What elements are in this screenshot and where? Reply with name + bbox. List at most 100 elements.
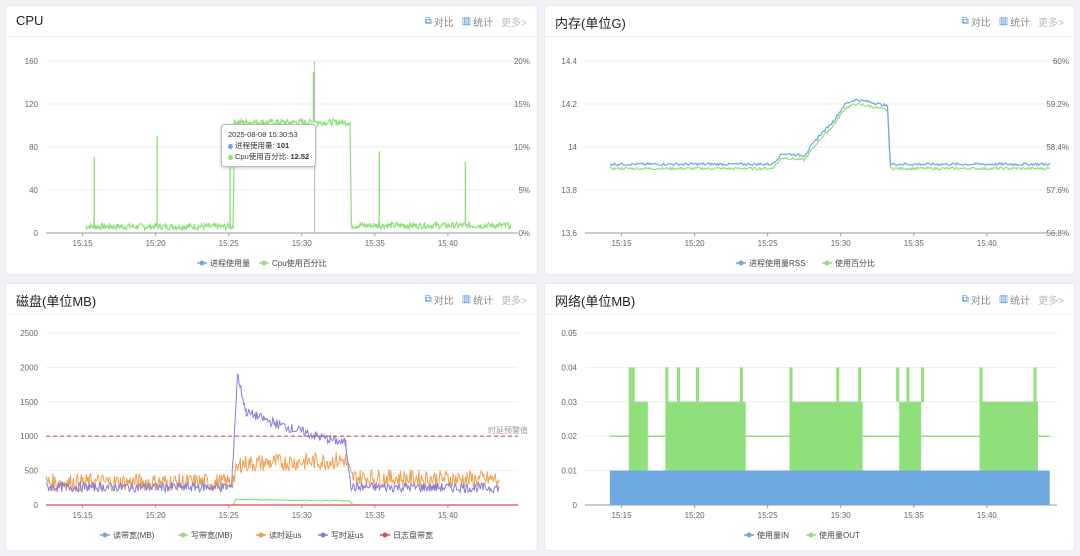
panel-header: 磁盘(单位MB) ⧉ 对比 ▥ 统计 更多> bbox=[6, 284, 537, 315]
y-tick-label: 2500 bbox=[20, 329, 38, 338]
out-spike bbox=[628, 367, 632, 402]
y-tick-label: 0.02 bbox=[561, 432, 577, 441]
y2-tick-label: 20% bbox=[514, 57, 530, 66]
x-tick-label: 15:35 bbox=[365, 239, 386, 248]
network-chart: 0 0.01 0.02 0.03 0.04 0.05 15:15 15:20 15:25 15:3… bbox=[561, 329, 1057, 540]
panel-actions: ⧉ 对比 ▥ 统计 更多> bbox=[962, 292, 1064, 307]
legend-dot bbox=[746, 532, 752, 538]
legend-label: 读带宽(MB) bbox=[113, 530, 155, 540]
compare-button[interactable]: ⧉ 对比 bbox=[961, 16, 991, 29]
y2-tick-label: 0% bbox=[518, 229, 530, 238]
x-tick-label: 15:20 bbox=[146, 511, 167, 520]
x-tick-label: 15:20 bbox=[685, 511, 706, 520]
compare-button[interactable]: ⧉ 对比 bbox=[424, 16, 454, 29]
stats-button[interactable]: ▥ 统计 bbox=[461, 16, 494, 29]
stats-button[interactable]: ▥ 统计 bbox=[998, 16, 1031, 29]
x-tick-label: 15:25 bbox=[758, 511, 779, 520]
y-tick-label: 40 bbox=[29, 186, 38, 195]
bar-chart-icon: ▥ bbox=[998, 16, 1009, 27]
legend-dot bbox=[258, 532, 264, 538]
panel-title: 磁盘(单位MB) bbox=[16, 294, 97, 309]
bar-chart-icon: ▥ bbox=[998, 294, 1009, 305]
x-tick-label: 15:25 bbox=[219, 511, 240, 520]
compare-icon: ⧉ bbox=[424, 294, 432, 305]
memory-chart: 13.6 13.8 14 14.2 14.4 56.8% 57.6% 58.4% 59.2% 60… bbox=[561, 57, 1069, 268]
legend-label: 日志盘带宽 bbox=[393, 530, 433, 540]
stats-button[interactable]: ▥ 统计 bbox=[998, 294, 1031, 307]
more-button[interactable]: 更多> bbox=[1038, 296, 1064, 307]
y-tick-label: 0.05 bbox=[561, 329, 577, 338]
out-spike bbox=[696, 367, 700, 402]
panel-header: 内存(单位G) ⧉ 对比 ▥ 统计 更多> bbox=[545, 6, 1074, 37]
y2-tick-label: 15% bbox=[514, 100, 530, 109]
legend-dot bbox=[102, 532, 108, 538]
legend-label: 写时延us bbox=[331, 530, 363, 540]
out-spike bbox=[739, 367, 743, 402]
legend-label: 写带宽(MB) bbox=[191, 530, 233, 540]
legend-dot bbox=[261, 260, 267, 266]
y-tick-label: 500 bbox=[25, 467, 39, 476]
x-tick-label: 15:20 bbox=[146, 239, 167, 248]
y2-tick-label: 5% bbox=[518, 186, 530, 195]
y2-tick-label: 58.4% bbox=[1046, 143, 1069, 152]
disk-chart: 0 500 1000 1500 2000 2500 15:15 15:20 15:25 15:30… bbox=[20, 329, 528, 540]
more-button[interactable]: 更多> bbox=[1038, 18, 1064, 29]
more-button[interactable]: 更多> bbox=[501, 296, 527, 307]
compare-icon: ⧉ bbox=[961, 16, 969, 27]
mem-rss-line bbox=[609, 98, 1051, 167]
y-tick-label: 13.8 bbox=[561, 186, 577, 195]
out-spike bbox=[1033, 367, 1037, 402]
legend-label: 使用量IN bbox=[757, 530, 789, 540]
y-tick-label: 0.03 bbox=[561, 398, 577, 407]
panel-actions: ⧉ 对比 ▥ 统计 更多> bbox=[425, 292, 527, 307]
panel-title: 内存(单位G) bbox=[555, 16, 626, 31]
panel-header: CPU ⧉ 对比 ▥ 统计 更多> bbox=[6, 6, 537, 37]
legend-dot bbox=[199, 260, 205, 266]
compare-button[interactable]: ⧉ 对比 bbox=[424, 294, 454, 307]
x-tick-label: 15:20 bbox=[685, 239, 706, 248]
y2-tick-label: 57.6% bbox=[1046, 186, 1069, 195]
cpu-panel: CPU ⧉ 对比 ▥ 统计 更多> 0 40 80 120 160 0% 5% 10% 15% 20%… bbox=[5, 5, 538, 275]
legend-label: Cpu使用百分比 bbox=[272, 258, 327, 268]
out-spike bbox=[921, 367, 925, 402]
compare-icon: ⧉ bbox=[424, 16, 432, 27]
bar-chart-icon: ▥ bbox=[461, 16, 472, 27]
stats-button[interactable]: ▥ 统计 bbox=[461, 294, 494, 307]
panel-title: CPU bbox=[16, 13, 44, 28]
x-tick-label: 15:40 bbox=[438, 511, 459, 520]
x-tick-label: 15:35 bbox=[904, 511, 925, 520]
y-tick-label: 120 bbox=[25, 100, 39, 109]
y-tick-label: 14.2 bbox=[561, 100, 577, 109]
y-tick-label: 14.4 bbox=[561, 57, 577, 66]
y-tick-label: 0.04 bbox=[561, 363, 577, 372]
network-panel: 网络(单位MB) ⧉ 对比 ▥ 统计 更多> 0 0.01 0.02 0.03 0.04 0.… bbox=[544, 283, 1075, 551]
y-tick-label: 2000 bbox=[20, 363, 38, 372]
y-tick-label: 14 bbox=[568, 143, 577, 152]
y-tick-label: 0 bbox=[34, 501, 39, 510]
panel-actions: ⧉ 对比 ▥ 统计 更多> bbox=[962, 14, 1064, 29]
tooltip-row-1: 进程使用量: 101 bbox=[228, 140, 309, 151]
compare-icon: ⧉ bbox=[961, 294, 969, 305]
x-tick-label: 15:30 bbox=[292, 511, 313, 520]
cpu-chart: 0 40 80 120 160 0% 5% 10% 15% 20% 15:15 15:20 15:25 1… bbox=[25, 57, 530, 268]
legend-dot bbox=[824, 260, 830, 266]
x-tick-label: 15:30 bbox=[831, 511, 852, 520]
y-tick-label: 13.6 bbox=[561, 229, 577, 238]
threshold-label: 时延预警值 bbox=[488, 425, 528, 435]
y-tick-label: 160 bbox=[25, 57, 39, 66]
x-tick-label: 15:30 bbox=[831, 239, 852, 248]
out-spike bbox=[906, 367, 910, 402]
in-area bbox=[609, 470, 1050, 505]
chart-tooltip: 2025-08-08 15:30:53 进程使用量: 101 Cpu使用百分比:… bbox=[221, 124, 317, 167]
out-spike bbox=[836, 367, 840, 402]
legend-label: 使用百分比 bbox=[835, 258, 875, 268]
y2-tick-label: 10% bbox=[514, 143, 530, 152]
compare-button[interactable]: ⧉ 对比 bbox=[961, 294, 991, 307]
x-tick-label: 15:25 bbox=[758, 239, 779, 248]
out-spike bbox=[896, 367, 900, 402]
more-button[interactable]: 更多> bbox=[501, 18, 527, 29]
out-block bbox=[899, 401, 922, 471]
out-block bbox=[665, 401, 746, 471]
mem-percent-line bbox=[609, 102, 1051, 171]
